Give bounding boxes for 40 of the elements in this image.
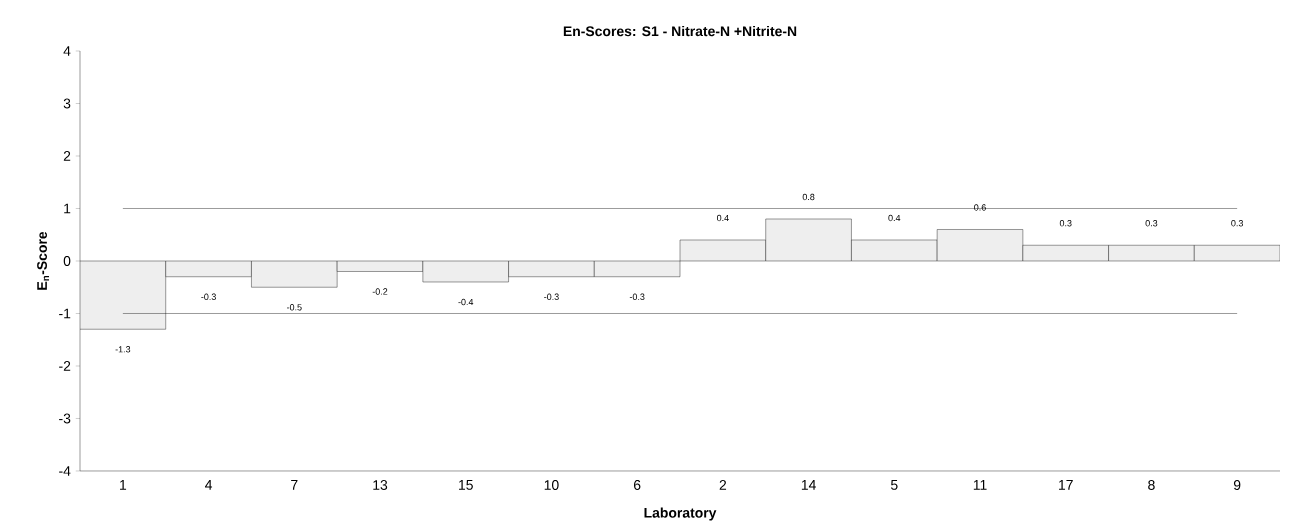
x-tick-label: 1	[120, 480, 127, 490]
data-label: -0.5	[286, 304, 302, 311]
chart-title: En-Scores: S1 - Nitrate-N +Nitrite-N	[563, 25, 797, 37]
data-label: -0.3	[629, 293, 645, 300]
data-label: 0.4	[888, 214, 901, 222]
y-tick-label: 4	[63, 46, 71, 56]
x-tick-label: 14	[801, 480, 816, 490]
data-label: -0.3	[544, 293, 559, 300]
x-tick-label: 10	[544, 480, 559, 490]
y-tick-label: -2	[59, 361, 71, 371]
x-tick-label: 5	[890, 480, 898, 490]
data-label: 0.3	[1059, 220, 1072, 227]
y-tick-label: 1	[64, 203, 71, 214]
data-label: 0.3	[1231, 220, 1243, 227]
y-tick-label: -3	[59, 413, 71, 424]
x-tick-label: 9	[1233, 480, 1241, 490]
y-tick-label: -1	[59, 308, 71, 319]
x-tick-label: 4	[205, 480, 213, 490]
data-label: 0.6	[974, 204, 986, 211]
x-tick-label: 15	[459, 480, 473, 490]
x-tick-label: 17	[1059, 480, 1073, 490]
y-tick-label: 3	[63, 98, 71, 109]
y-tick-label: 2	[63, 151, 71, 161]
x-tick-label: 7	[291, 480, 298, 490]
x-axis-title: Laboratory	[644, 507, 717, 521]
y-tick-label: -4	[59, 466, 71, 476]
data-label: 0.4	[716, 214, 729, 222]
x-tick-label: 8	[1148, 480, 1155, 490]
x-tick-label: 11	[973, 480, 987, 490]
data-label: -0.4	[458, 298, 474, 306]
y-tick-label: 0	[63, 256, 71, 266]
x-tick-label: 6	[633, 480, 641, 490]
data-label: 0.3	[1145, 220, 1158, 227]
data-label: -0.3	[201, 293, 216, 300]
x-tick-label: 2	[719, 480, 727, 490]
data-label: -0.2	[372, 288, 388, 295]
y-axis-title: E$_{n}$-Score	[37, 231, 50, 290]
data-label: 0.8	[802, 193, 815, 201]
data-label: -1.3	[115, 346, 131, 353]
x-tick-label: 13	[373, 480, 388, 490]
